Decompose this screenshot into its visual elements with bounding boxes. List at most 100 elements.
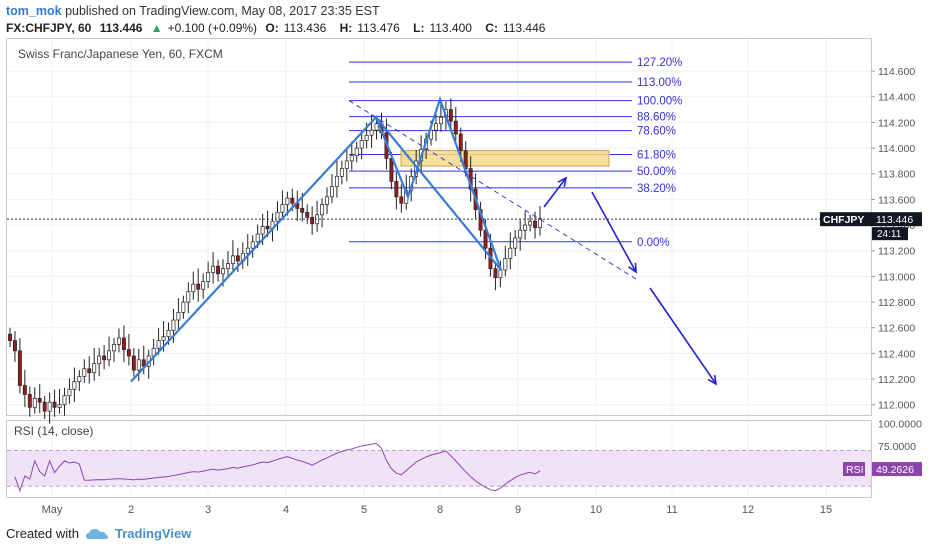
countdown-label: 24:11	[877, 229, 902, 240]
countdown-bg	[872, 227, 908, 241]
candle-body	[72, 381, 77, 390]
candle-body	[528, 220, 533, 226]
fib-level-label: 50.00%	[637, 166, 676, 178]
price-tag-symbol-bg	[820, 212, 872, 227]
x-tick-label: 5	[361, 504, 367, 516]
y-tick-label: 112.200	[878, 374, 915, 386]
projection-arrow-down	[591, 191, 637, 273]
candle-body	[448, 109, 453, 122]
price-tag-value: 113.446	[876, 214, 913, 226]
candle-body	[107, 350, 112, 361]
fib-level-label: 78.60%	[637, 126, 676, 138]
projection-arrow-up	[543, 177, 567, 208]
x-tick-label: 2	[128, 504, 134, 516]
close-value: 113.446	[502, 21, 546, 35]
y-tick-label: 113.800	[878, 169, 915, 181]
low-value: 113.400	[429, 21, 472, 35]
x-tick-label: 4	[283, 504, 289, 516]
candle-body	[260, 226, 265, 235]
candle-body	[196, 283, 201, 290]
candle-body	[42, 401, 47, 412]
candle-body	[250, 241, 255, 249]
chart-title: Swiss Franc/Japanese Yen, 60, FXCM	[18, 47, 223, 61]
candle-body	[359, 140, 364, 149]
open-label: O:	[265, 21, 279, 35]
candle-body	[275, 211, 280, 222]
author-link[interactable]: tom_mok	[6, 4, 62, 18]
rsi-pane[interactable]	[6, 420, 872, 498]
candle-body	[305, 211, 310, 218]
candle-body	[523, 224, 528, 231]
y-tick-label: 114.400	[878, 92, 915, 104]
candle-body	[300, 208, 305, 213]
candle-body	[37, 397, 42, 403]
candle-body	[533, 220, 537, 228]
candle-body	[389, 157, 394, 182]
candle-body	[67, 388, 72, 397]
tradingview-brand[interactable]: TradingView	[114, 526, 192, 541]
change-up-icon: ▲	[150, 21, 163, 35]
candle-body	[176, 311, 181, 321]
projection-arrow-target-head	[707, 374, 718, 386]
candle-body	[394, 181, 399, 198]
created-with-text: Created with	[6, 526, 79, 541]
tradingview-cloud-icon	[85, 528, 108, 539]
candle-body	[290, 197, 295, 204]
fib-level-label: 88.60%	[637, 112, 676, 124]
candle-body	[186, 291, 191, 303]
candle-body	[57, 404, 62, 408]
fib-level-label: 113.00%	[637, 77, 682, 89]
close-label: C:	[485, 21, 498, 35]
candle-body	[166, 329, 171, 338]
published-text: published on TradingView.com, May 08, 20…	[65, 4, 380, 18]
fib-level-label: 0.00%	[637, 237, 670, 249]
candle-body	[325, 196, 329, 205]
candle-body	[92, 363, 97, 374]
last-price: 113.446	[99, 21, 143, 35]
candle-body	[17, 350, 22, 386]
x-tick-label: 8	[437, 504, 443, 516]
candle-body	[13, 340, 17, 352]
candle-body	[206, 272, 211, 282]
candle-body	[369, 129, 374, 136]
fib-level-label: 127.20%	[637, 57, 682, 69]
candle-body	[181, 301, 186, 313]
candle-body	[434, 123, 438, 131]
change-value: +0.100 (+0.09%)	[167, 21, 258, 35]
candle-body	[235, 255, 240, 262]
pattern-legs	[130, 95, 503, 383]
publisher-line: tom_mok published on TradingView.com, Ma…	[6, 4, 380, 18]
footer: Created with TradingView	[6, 526, 191, 541]
x-tick-label: 15	[820, 504, 832, 516]
candle-body	[399, 196, 404, 204]
candle-body	[211, 265, 216, 273]
candle-body	[310, 217, 315, 225]
main-chart-pane[interactable]	[6, 38, 872, 416]
candle-body	[280, 204, 285, 213]
y-tick-label: 114.200	[878, 117, 915, 129]
projection-arrow-down-head	[628, 262, 637, 274]
open-value: 113.436	[283, 21, 327, 35]
fib-level-label: 61.80%	[637, 149, 676, 161]
quote-line: FX:CHFJPY, 60 113.446 ▲ +0.100 (+0.09%) O…	[6, 21, 555, 35]
candle-body	[131, 355, 136, 371]
candle-body	[32, 397, 37, 408]
low-label: L:	[413, 21, 425, 35]
candle-body	[483, 229, 488, 249]
candle-body	[221, 268, 225, 275]
candle-body	[493, 268, 498, 279]
price-tag-symbol: CHFJPY	[823, 214, 864, 226]
candle-body	[265, 226, 270, 230]
candle-body	[171, 319, 176, 331]
candle-body	[216, 265, 220, 275]
candle-body	[458, 133, 463, 151]
x-tick-label: May	[42, 504, 63, 516]
rsi-tick-label: 75.0000	[878, 441, 916, 453]
candle-body	[191, 283, 196, 293]
symbol-label: FX:CHFJPY, 60	[6, 21, 92, 35]
candle-body	[538, 218, 542, 228]
candle-body	[112, 344, 116, 352]
projection-arrow-target	[649, 287, 717, 385]
high-value: 113.476	[357, 21, 400, 35]
